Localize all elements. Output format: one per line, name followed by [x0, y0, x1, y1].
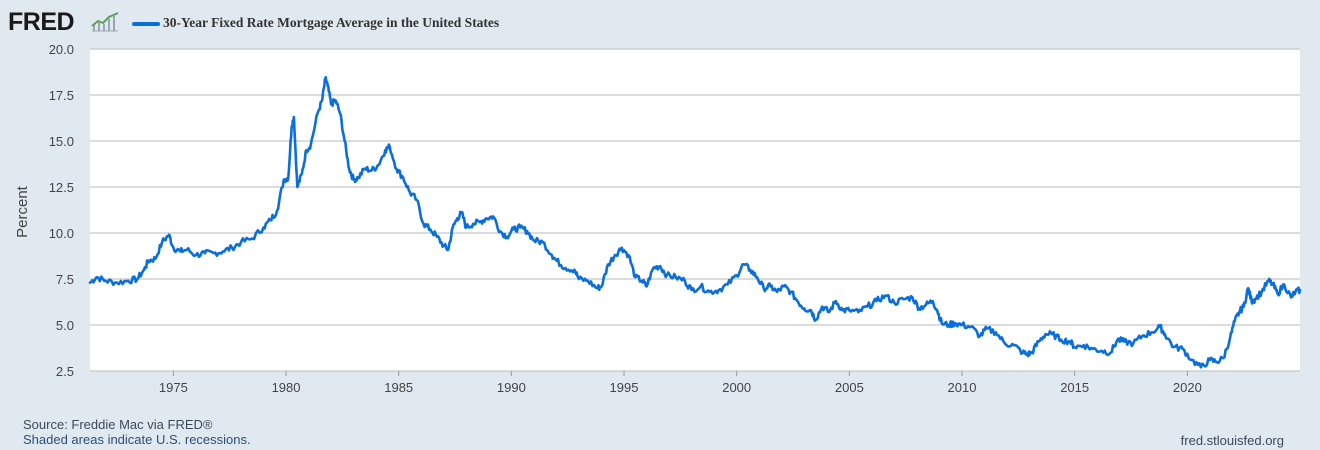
y-axis-ticks: 2.5 5.0 7.5 10.0 12.5 15.0 17.5 20.0 — [49, 42, 74, 379]
source-text: Source: Freddie Mac via FRED® — [23, 417, 213, 432]
y-axis-label: Percent — [14, 185, 31, 238]
x-tick-label: 2000 — [722, 380, 751, 395]
y-tick-label: 5.0 — [56, 318, 74, 333]
x-tick-label: 1995 — [610, 380, 639, 395]
x-axis-ticks: 1975 1980 1985 1990 1995 2000 2005 2010 2015 2020 — [159, 371, 1202, 395]
y-tick-label: 15.0 — [49, 134, 74, 149]
x-tick-label: 1990 — [497, 380, 526, 395]
series-line[interactable] — [88, 75, 1302, 369]
x-tick-label: 2005 — [835, 380, 864, 395]
site-url[interactable]: fred.stlouisfed.org — [1180, 433, 1284, 448]
chart-header: FRED 30-Year Fixed Rate Mortgage Average… — [8, 6, 708, 38]
chart-line-icon — [91, 12, 119, 32]
recession-note: Shaded areas indicate U.S. recessions. — [23, 432, 251, 447]
x-tick-label: 2020 — [1173, 380, 1202, 395]
x-tick-label: 1975 — [159, 380, 188, 395]
grid-lines — [90, 48, 1300, 372]
y-tick-label: 20.0 — [49, 42, 74, 57]
fred-logo[interactable]: FRED — [8, 8, 75, 36]
y-tick-label: 7.5 — [56, 272, 74, 287]
legend-label: 30-Year Fixed Rate Mortgage Average in t… — [163, 15, 500, 30]
footer-source: Source: Freddie Mac via FRED® Shaded are… — [23, 417, 251, 447]
x-tick-label: 1985 — [384, 380, 413, 395]
y-tick-label: 2.5 — [56, 364, 74, 379]
x-tick-label: 2010 — [948, 380, 977, 395]
line-chart: 2.55.07.510.012.515.017.520.0 1975 1980 19… — [14, 42, 1302, 395]
legend-swatch — [132, 22, 160, 26]
plot-area — [90, 49, 1300, 371]
x-tick-label: 1980 — [272, 380, 301, 395]
y-tick-label: 10.0 — [49, 226, 74, 241]
x-tick-label: 2015 — [1060, 380, 1089, 395]
y-tick-label: 12.5 — [49, 180, 74, 195]
y-tick-label: 17.5 — [49, 88, 74, 103]
